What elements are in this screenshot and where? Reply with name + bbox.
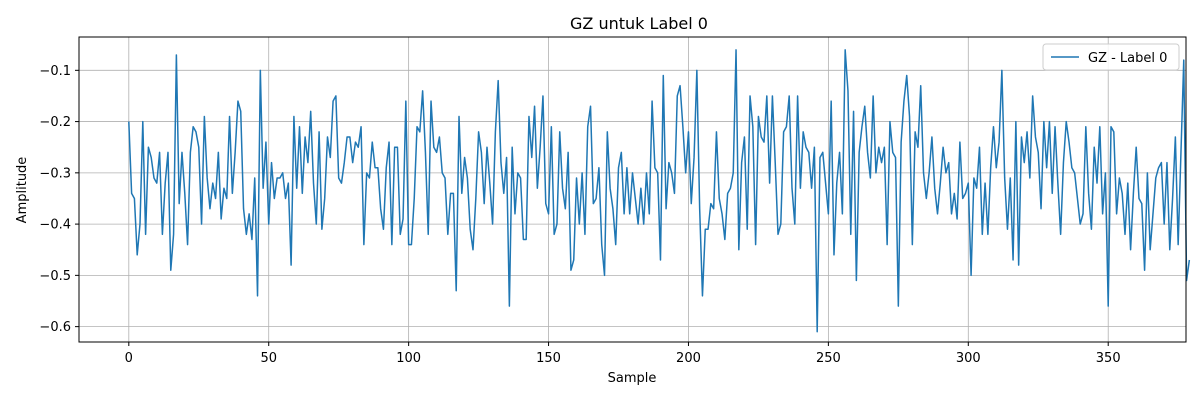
y-axis-label: Amplitude: [15, 157, 30, 224]
y-tick-label: −0.3: [39, 166, 71, 181]
y-tick-label: −0.5: [39, 269, 71, 284]
x-tick-label: 100: [396, 351, 421, 366]
y-tick-label: −0.1: [39, 64, 71, 79]
legend-label: GZ - Label 0: [1088, 51, 1167, 66]
x-tick-label: 300: [956, 351, 981, 366]
legend-box: [1042, 43, 1180, 71]
legend: GZ - Label 0: [1042, 43, 1180, 71]
x-axis-label: Sample: [608, 371, 657, 386]
x-tick-label: 0: [125, 351, 133, 366]
x-tick-label: 200: [676, 351, 701, 366]
y-tick-label: −0.6: [39, 320, 71, 335]
series-line-0: [128, 49, 1191, 333]
x-tick-label: 50: [260, 351, 277, 366]
y-axis: −0.6 −0.5 −0.4 −0.3 −0.2 −0.1: [39, 64, 79, 335]
y-tick-label: −0.2: [39, 115, 71, 130]
x-tick-label: 250: [816, 351, 841, 366]
x-axis: 0 50 100 150 200 250 300 350: [125, 342, 1121, 366]
x-tick-label: 150: [536, 351, 561, 366]
y-tick-label: −0.4: [39, 218, 71, 233]
series-layer: [128, 49, 1191, 333]
x-tick-label: 350: [1096, 351, 1121, 366]
chart-title: GZ untuk Label 0: [570, 14, 708, 33]
plot-frame: [78, 36, 1187, 343]
